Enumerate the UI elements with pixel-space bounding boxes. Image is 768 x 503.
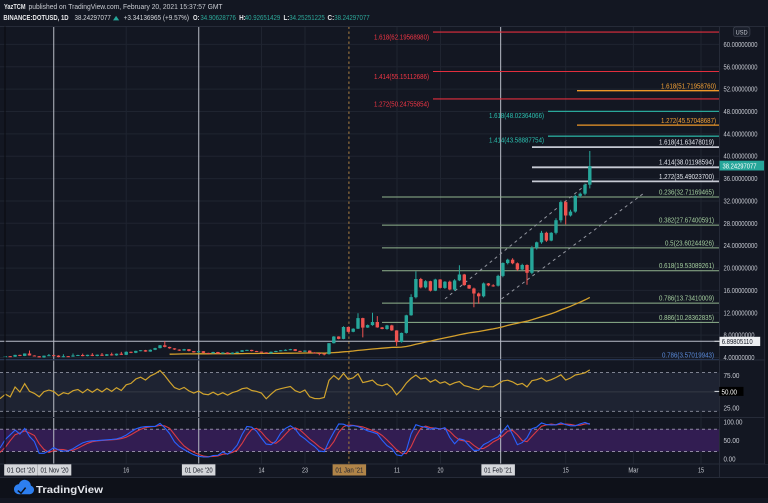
svg-text:40.92651429: 40.92651429 <box>245 15 281 22</box>
svg-text:1.618(51.71958760): 1.618(51.71958760) <box>661 82 716 91</box>
svg-text:1.618(48.02364066): 1.618(48.02364066) <box>489 111 544 120</box>
svg-text:0.382(27.67400591): 0.382(27.67400591) <box>659 216 714 225</box>
svg-text:32.00000000: 32.00000000 <box>724 197 758 206</box>
svg-text:0.786(3.57019943): 0.786(3.57019943) <box>662 350 714 359</box>
svg-text:36.00000000: 36.00000000 <box>724 174 758 183</box>
svg-text:1.414(38.01198594): 1.414(38.01198594) <box>659 158 714 167</box>
svg-text:0.618(19.53089261): 0.618(19.53089261) <box>659 261 714 270</box>
svg-text:1.272(45.57048687): 1.272(45.57048687) <box>661 116 716 125</box>
svg-text:YazTCM: YazTCM <box>4 4 26 11</box>
svg-text:15: 15 <box>563 465 569 474</box>
svg-text:20: 20 <box>438 465 444 474</box>
svg-text:16.00000000: 16.00000000 <box>724 286 758 295</box>
svg-text:1.618(62.19568980): 1.618(62.19568980) <box>374 33 429 42</box>
svg-text:23: 23 <box>302 465 308 474</box>
svg-text:15: 15 <box>698 465 704 474</box>
svg-text:48.00000000: 48.00000000 <box>724 107 758 116</box>
svg-text:38.24297077: 38.24297077 <box>334 15 370 22</box>
svg-text:75.00: 75.00 <box>724 371 740 380</box>
svg-text:01 Oct '20: 01 Oct '20 <box>7 465 35 474</box>
svg-text:1.414(55.15112686): 1.414(55.15112686) <box>374 72 429 81</box>
svg-text:56.00000000: 56.00000000 <box>724 62 758 71</box>
svg-text:38.24297077: 38.24297077 <box>723 161 757 170</box>
svg-text:16: 16 <box>123 465 129 474</box>
svg-text:8.00000000: 8.00000000 <box>724 331 755 340</box>
svg-text:0.786(13.73410009): 0.786(13.73410009) <box>659 294 714 303</box>
svg-text:6.89805110: 6.89805110 <box>722 337 753 346</box>
svg-text:50.00: 50.00 <box>724 436 740 445</box>
svg-text:1.618(41.63478019): 1.618(41.63478019) <box>659 138 714 147</box>
svg-text:100.00: 100.00 <box>724 417 743 426</box>
svg-text:BINANCE:DOTUSD, 1D: BINANCE:DOTUSD, 1D <box>3 15 68 22</box>
svg-text:01 Dec '20: 01 Dec '20 <box>185 465 213 474</box>
svg-text:01 Nov '20: 01 Nov '20 <box>41 465 69 474</box>
svg-text:34.25251225: 34.25251225 <box>289 15 325 22</box>
svg-text:01 Jan '21: 01 Jan '21 <box>335 465 363 474</box>
svg-text:O:: O: <box>193 15 200 22</box>
svg-text:0.236(32.71169465): 0.236(32.71169465) <box>659 187 714 196</box>
svg-text:C:: C: <box>328 15 335 22</box>
svg-text:20.00000000: 20.00000000 <box>724 264 758 273</box>
svg-text:12.00000000: 12.00000000 <box>724 308 758 317</box>
svg-text:1.414(43.58887754): 1.414(43.58887754) <box>489 136 544 145</box>
svg-text:40.00000000: 40.00000000 <box>724 152 758 161</box>
svg-text:52.00000000: 52.00000000 <box>724 85 758 94</box>
svg-text:38.24297077: 38.24297077 <box>75 15 112 22</box>
svg-text:34.90628776: 34.90628776 <box>200 15 236 22</box>
svg-text:published on TradingView.com,: published on TradingView.com, February 2… <box>29 4 224 11</box>
svg-text:+3.34136965 (+9.57%): +3.34136965 (+9.57%) <box>124 15 189 22</box>
svg-text:TradingView: TradingView <box>36 485 104 496</box>
svg-text:44.00000000: 44.00000000 <box>724 129 758 138</box>
svg-text:0.00: 0.00 <box>724 454 736 463</box>
svg-text:25.00: 25.00 <box>724 404 740 413</box>
svg-text:1.272(50.24755854): 1.272(50.24755854) <box>374 99 429 108</box>
svg-text:50.00: 50.00 <box>722 387 738 396</box>
svg-text:0.886(10.28362835): 0.886(10.28362835) <box>659 313 714 322</box>
svg-text:60.00000000: 60.00000000 <box>724 40 758 49</box>
svg-text:0.5(23.60244926): 0.5(23.60244926) <box>665 238 714 247</box>
svg-text:24.00000000: 24.00000000 <box>724 241 758 250</box>
svg-text:L:: L: <box>284 15 290 22</box>
svg-text:USD: USD <box>736 29 748 36</box>
svg-text:01 Feb '21: 01 Feb '21 <box>484 465 512 474</box>
svg-text:H:: H: <box>239 15 246 22</box>
svg-text:14: 14 <box>259 465 265 474</box>
svg-text:Mar: Mar <box>628 465 638 474</box>
svg-text:1.272(35.49023700): 1.272(35.49023700) <box>659 172 714 181</box>
svg-text:4.00000000: 4.00000000 <box>724 353 755 362</box>
svg-text:11: 11 <box>394 465 400 474</box>
svg-text:28.00000000: 28.00000000 <box>724 219 758 228</box>
